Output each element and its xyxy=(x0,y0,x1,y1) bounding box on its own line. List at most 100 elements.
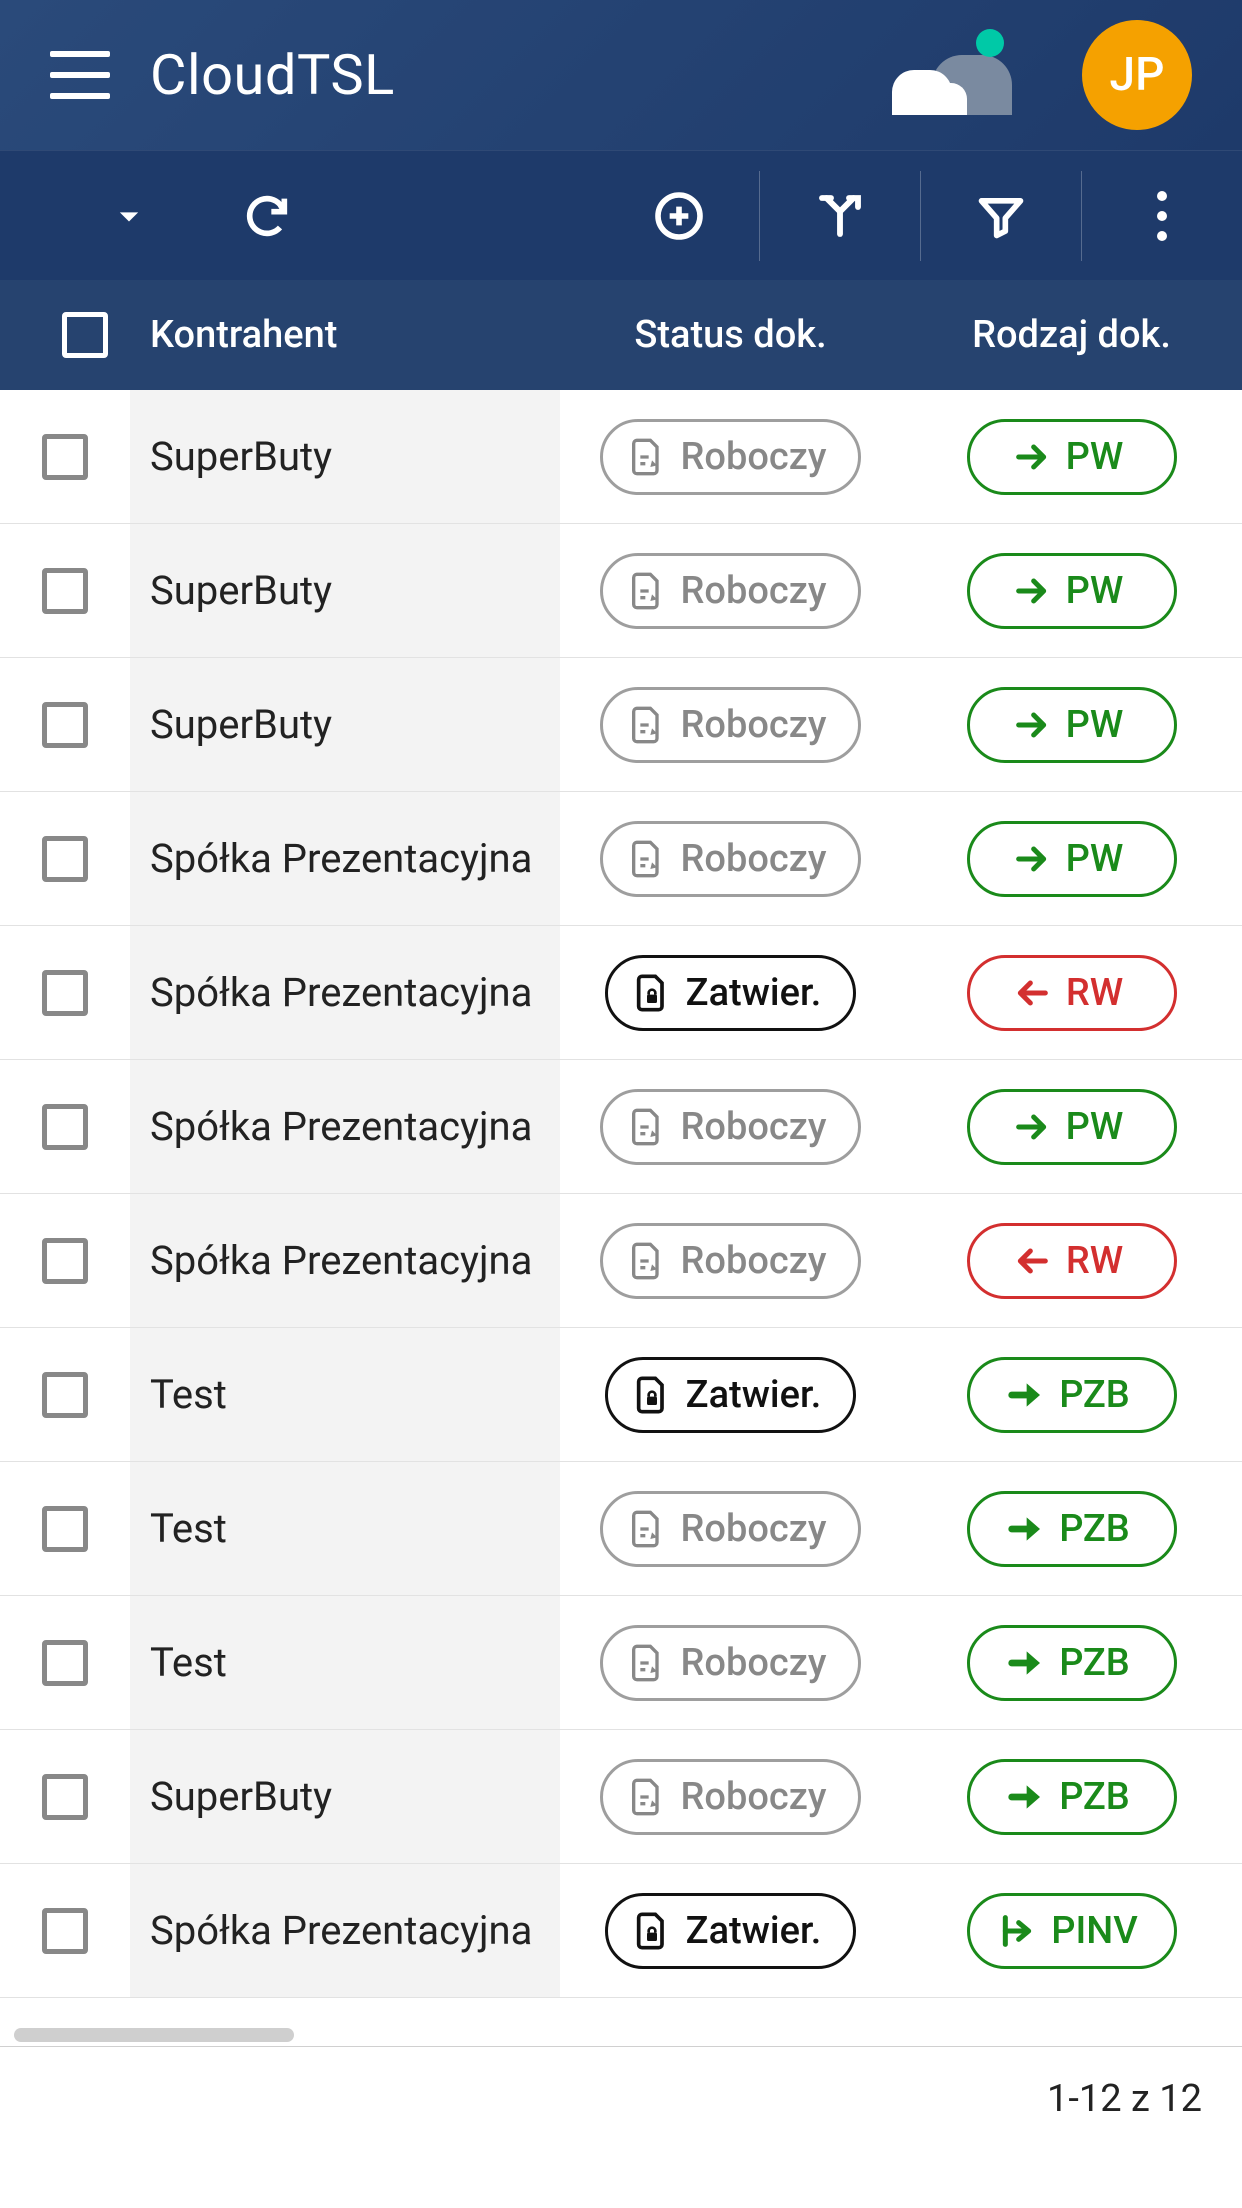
status-chip[interactable]: Zatwier. xyxy=(605,1357,857,1433)
avatar[interactable]: JP xyxy=(1082,20,1192,130)
filter-icon[interactable] xyxy=(972,187,1030,245)
status-label: Roboczy xyxy=(681,703,827,747)
type-label: RW xyxy=(1066,971,1123,1015)
arrow-right-icon xyxy=(1012,839,1052,879)
type-chip[interactable]: PZB xyxy=(967,1357,1177,1433)
table-row[interactable]: Test Roboczy PZB xyxy=(0,1596,1242,1730)
type-label: PW xyxy=(1066,837,1124,881)
table-body: SuperButyRoboczyPWSuperButyRoboczyPWSupe… xyxy=(0,390,1242,1998)
table-row[interactable]: Spółka PrezentacyjnaRoboczyPW xyxy=(0,792,1242,926)
cloud-status-icon[interactable] xyxy=(892,35,1012,115)
table-row[interactable]: SuperButyRoboczyPZB xyxy=(0,1730,1242,1864)
status-label: Roboczy xyxy=(681,1239,827,1283)
arrow-left-icon xyxy=(1012,973,1052,1013)
fork-icon[interactable] xyxy=(811,187,869,245)
row-checkbox[interactable] xyxy=(42,1238,88,1284)
row-checkbox[interactable] xyxy=(42,1908,88,1954)
table-row[interactable]: SuperButy Roboczy PW xyxy=(0,524,1242,658)
status-chip[interactable]: Roboczy xyxy=(600,1089,862,1165)
type-chip[interactable]: PZB xyxy=(967,1625,1177,1701)
document-edit-icon xyxy=(627,1107,667,1147)
type-chip[interactable]: PW xyxy=(967,553,1177,629)
app-bar: CloudTSL JP xyxy=(0,0,1242,150)
row-checkbox[interactable] xyxy=(42,1506,88,1552)
type-chip[interactable]: PZB xyxy=(967,1759,1177,1835)
status-chip[interactable]: Roboczy xyxy=(600,1759,862,1835)
type-label: PZB xyxy=(1059,1507,1130,1551)
column-kontrahent[interactable]: Kontrahent xyxy=(130,313,560,357)
toolbar xyxy=(0,150,1242,280)
document-lock-icon xyxy=(632,1375,672,1415)
type-chip[interactable]: PW xyxy=(967,419,1177,495)
table-row[interactable]: SuperButy Roboczy PW xyxy=(0,658,1242,792)
kontrahent-cell: SuperButy xyxy=(130,658,560,791)
document-edit-icon xyxy=(627,1643,667,1683)
status-chip[interactable]: Roboczy xyxy=(600,419,862,495)
type-chip[interactable]: RW xyxy=(967,955,1177,1031)
table-row[interactable]: TestZatwier.PZB xyxy=(0,1328,1242,1462)
type-chip[interactable]: PINV xyxy=(967,1893,1177,1969)
row-checkbox[interactable] xyxy=(42,1774,88,1820)
document-edit-icon xyxy=(627,1777,667,1817)
status-label: Roboczy xyxy=(681,1641,827,1685)
menu-icon[interactable] xyxy=(50,51,110,99)
kontrahent-cell: Test xyxy=(130,1596,560,1729)
row-checkbox[interactable] xyxy=(42,568,88,614)
refresh-icon[interactable] xyxy=(238,187,296,245)
type-chip[interactable]: RW xyxy=(967,1223,1177,1299)
table-row[interactable]: Spółka Prezentacyjna Roboczy RW xyxy=(0,1194,1242,1328)
row-checkbox[interactable] xyxy=(42,434,88,480)
table-header: Kontrahent Status dok. Rodzaj dok. xyxy=(0,280,1242,390)
column-rodzaj[interactable]: Rodzaj dok. xyxy=(901,313,1242,357)
row-checkbox[interactable] xyxy=(42,1104,88,1150)
table-row[interactable]: Spółka Prezentacyjna Zatwier. PINV xyxy=(0,1864,1242,1998)
arrow-right-icon xyxy=(1012,705,1052,745)
kontrahent-cell: Test xyxy=(130,1462,560,1595)
more-icon[interactable] xyxy=(1157,191,1167,241)
table-row[interactable]: Spółka Prezentacyjna Zatwier. RW xyxy=(0,926,1242,1060)
status-chip[interactable]: Roboczy xyxy=(600,821,862,897)
kontrahent-cell: Spółka Prezentacyjna xyxy=(130,1864,560,1997)
status-chip[interactable]: Roboczy xyxy=(600,1223,862,1299)
row-checkbox[interactable] xyxy=(42,1372,88,1418)
document-edit-icon xyxy=(627,437,667,477)
status-chip[interactable]: Roboczy xyxy=(600,1491,862,1567)
document-lock-icon xyxy=(632,1911,672,1951)
select-all-checkbox[interactable] xyxy=(62,312,108,358)
document-edit-icon xyxy=(627,839,667,879)
type-label: PW xyxy=(1066,703,1124,747)
kontrahent-cell: SuperButy xyxy=(130,390,560,523)
status-label: Zatwier. xyxy=(686,971,822,1015)
arrow-right-bold-icon xyxy=(1005,1777,1045,1817)
type-label: PW xyxy=(1066,435,1124,479)
kontrahent-cell: Spółka Prezentacyjna xyxy=(130,926,560,1059)
status-chip[interactable]: Zatwier. xyxy=(605,955,857,1031)
kontrahent-cell: Spółka Prezentacyjna xyxy=(130,1194,560,1327)
row-checkbox[interactable] xyxy=(42,970,88,1016)
table-row[interactable]: Spółka PrezentacyjnaRoboczyPW xyxy=(0,1060,1242,1194)
status-chip[interactable]: Roboczy xyxy=(600,1625,862,1701)
arrow-right-icon xyxy=(1012,437,1052,477)
type-chip[interactable]: PW xyxy=(967,687,1177,763)
row-checkbox[interactable] xyxy=(42,702,88,748)
status-chip[interactable]: Zatwier. xyxy=(605,1893,857,1969)
status-chip[interactable]: Roboczy xyxy=(600,687,862,763)
horizontal-scrollbar[interactable] xyxy=(0,2028,1242,2046)
row-checkbox[interactable] xyxy=(42,836,88,882)
row-checkbox[interactable] xyxy=(42,1640,88,1686)
column-status[interactable]: Status dok. xyxy=(560,313,901,357)
status-chip[interactable]: Roboczy xyxy=(600,553,862,629)
type-chip[interactable]: PZB xyxy=(967,1491,1177,1567)
status-label: Zatwier. xyxy=(686,1909,822,1953)
table-row[interactable]: SuperButy Roboczy PW xyxy=(0,390,1242,524)
type-chip[interactable]: PW xyxy=(967,821,1177,897)
document-edit-icon xyxy=(627,571,667,611)
status-label: Roboczy xyxy=(681,837,827,881)
type-label: PINV xyxy=(1051,1909,1138,1953)
type-label: RW xyxy=(1066,1239,1123,1283)
type-chip[interactable]: PW xyxy=(967,1089,1177,1165)
dropdown-icon[interactable] xyxy=(100,187,158,245)
add-icon[interactable] xyxy=(650,187,708,245)
table-row[interactable]: Test Roboczy PZB xyxy=(0,1462,1242,1596)
kontrahent-cell: SuperButy xyxy=(130,524,560,657)
